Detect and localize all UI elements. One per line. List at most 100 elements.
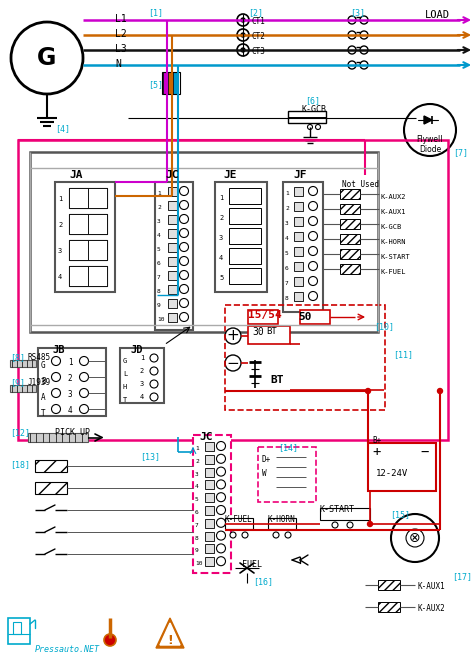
Circle shape [52, 373, 61, 381]
Text: K-AUX2: K-AUX2 [381, 194, 407, 200]
Circle shape [237, 29, 249, 41]
Bar [340, 189, 360, 199]
Text: K-START: K-START [320, 505, 355, 514]
Text: K-HORN: K-HORN [381, 239, 407, 245]
Text: 2: 2 [195, 459, 199, 464]
Text: 6: 6 [157, 261, 161, 266]
Circle shape [242, 532, 248, 538]
Circle shape [309, 186, 318, 196]
Circle shape [348, 16, 356, 24]
Bar [163, 72, 167, 94]
Text: −: − [227, 356, 239, 371]
Bar [288, 111, 326, 123]
Text: L3: L3 [115, 44, 127, 54]
Circle shape [391, 514, 439, 562]
Text: 2: 2 [219, 215, 223, 221]
Text: 12-24V: 12-24V [376, 469, 408, 478]
Text: CT1: CT1 [252, 17, 266, 26]
Bar [294, 187, 303, 196]
Circle shape [150, 354, 158, 362]
Circle shape [360, 46, 368, 54]
Polygon shape [160, 623, 180, 645]
Bar [193, 435, 231, 573]
Circle shape [217, 531, 226, 540]
Text: B: B [41, 377, 46, 386]
Bar [294, 292, 303, 301]
Text: 8: 8 [285, 296, 289, 301]
Circle shape [360, 61, 368, 69]
Bar [294, 277, 303, 286]
Bar [168, 215, 177, 224]
Circle shape [80, 388, 89, 398]
Text: Pressauto.NET: Pressauto.NET [35, 645, 100, 654]
Bar [294, 262, 303, 271]
Text: [10]: [10] [374, 322, 394, 331]
Bar [35, 460, 67, 472]
Circle shape [241, 18, 245, 22]
Text: 8: 8 [157, 289, 161, 294]
Text: [7]: [7] [453, 148, 468, 157]
Circle shape [308, 124, 312, 129]
Circle shape [309, 292, 318, 300]
Text: L1: L1 [115, 14, 127, 24]
Circle shape [180, 256, 189, 266]
Text: 6: 6 [195, 510, 199, 515]
Text: N: N [115, 59, 121, 69]
Circle shape [150, 380, 158, 388]
Circle shape [217, 544, 226, 553]
Circle shape [217, 557, 226, 566]
Bar [38, 348, 106, 416]
Bar [283, 182, 323, 312]
Bar [69, 214, 88, 234]
Bar [205, 493, 214, 502]
Bar [229, 268, 261, 284]
Text: 6: 6 [285, 266, 289, 271]
Circle shape [230, 532, 236, 538]
Text: 10: 10 [195, 561, 202, 566]
Text: JB: JB [52, 345, 64, 355]
Bar [229, 188, 261, 204]
Text: K-HORN: K-HORN [268, 515, 296, 524]
Text: Flywell
Diode: Flywell Diode [417, 135, 443, 154]
Text: 4: 4 [68, 406, 73, 415]
Text: 4: 4 [157, 233, 161, 238]
Bar [205, 532, 214, 541]
Text: FUEL: FUEL [242, 560, 262, 569]
Bar [340, 264, 360, 274]
Text: 5: 5 [219, 275, 223, 281]
Circle shape [180, 313, 189, 322]
Bar [30, 152, 378, 332]
Text: 4: 4 [219, 255, 223, 261]
Circle shape [217, 455, 226, 463]
Polygon shape [156, 618, 184, 648]
Text: 1: 1 [157, 191, 161, 196]
Bar [378, 580, 400, 590]
Bar [69, 266, 88, 286]
Text: J1939: J1939 [28, 378, 51, 387]
Text: 2: 2 [157, 205, 161, 210]
Circle shape [309, 262, 318, 271]
Circle shape [150, 393, 158, 401]
Text: 3: 3 [285, 221, 289, 226]
Text: 4: 4 [58, 274, 62, 280]
Bar [120, 348, 164, 403]
Circle shape [52, 388, 61, 398]
Circle shape [80, 405, 89, 413]
Bar [28, 433, 88, 442]
Circle shape [180, 228, 189, 237]
Bar [340, 204, 360, 214]
Text: 1: 1 [219, 195, 223, 201]
Text: K-AUX1: K-AUX1 [381, 209, 407, 215]
Bar [294, 247, 303, 256]
Bar [168, 299, 177, 308]
Text: 3: 3 [58, 248, 62, 254]
Text: 1: 1 [68, 358, 73, 367]
Text: L: L [123, 371, 127, 377]
Text: 3: 3 [195, 472, 199, 477]
Circle shape [404, 104, 456, 156]
Circle shape [309, 277, 318, 286]
Text: K-FUEL: K-FUEL [381, 269, 407, 275]
Circle shape [217, 467, 226, 476]
Text: 50: 50 [298, 312, 311, 322]
Text: CT2: CT2 [252, 32, 266, 41]
